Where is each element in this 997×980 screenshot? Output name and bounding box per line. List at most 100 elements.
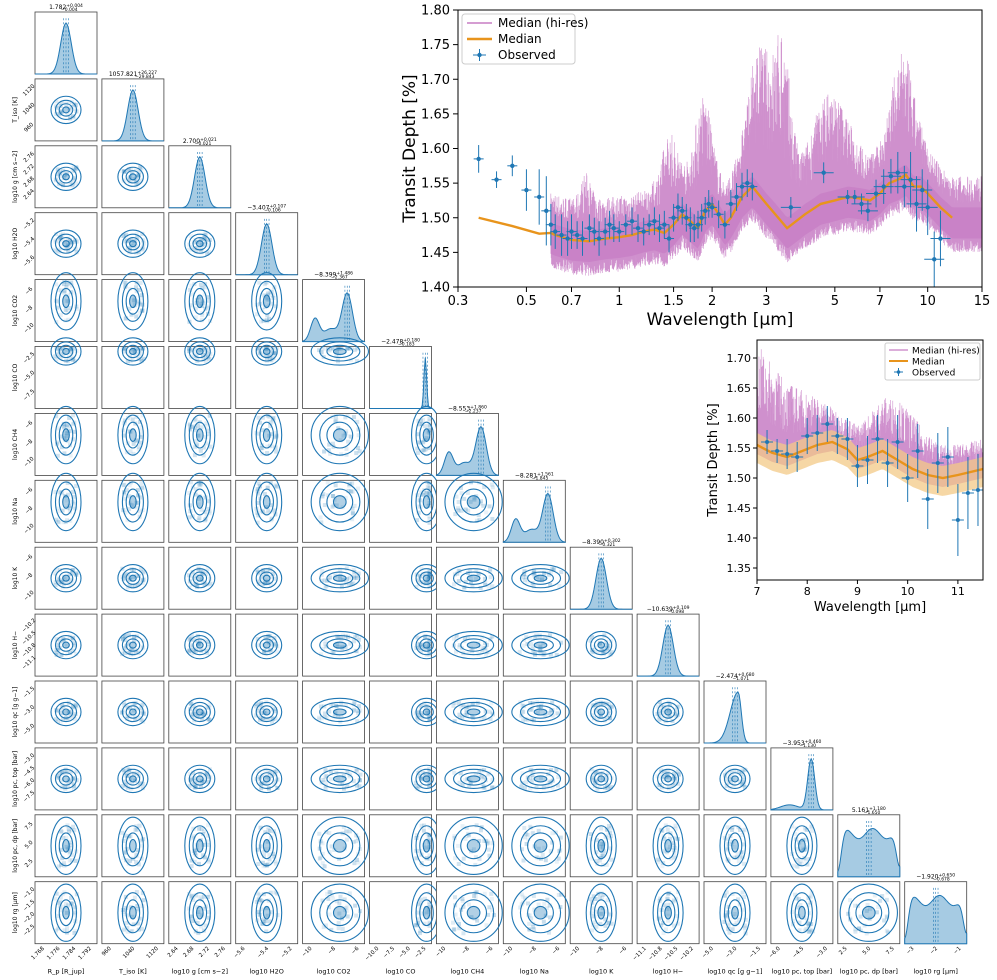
density-cell (416, 578, 421, 583)
density-cell (64, 423, 69, 428)
density-cell (609, 704, 614, 709)
joint-density (319, 566, 361, 590)
density-cell (670, 841, 675, 846)
density-cell (742, 785, 747, 790)
density-cell (74, 703, 79, 708)
marginal-minus: −0.021 (195, 141, 212, 147)
density-cell (122, 433, 127, 438)
density-cell (268, 350, 273, 355)
marginal-panel (235, 212, 299, 276)
joint-contour (262, 775, 271, 783)
joint-contour (319, 635, 361, 656)
density-cell (132, 701, 137, 706)
density-cell (61, 904, 66, 909)
density-cell (457, 780, 462, 785)
density-cell (318, 704, 323, 709)
joint-panel (101, 212, 165, 276)
density-cell (195, 713, 200, 718)
density-cell (555, 783, 560, 788)
density-cell (261, 716, 266, 721)
panel-frame (569, 680, 633, 744)
density-cell (592, 783, 597, 788)
density-cell (484, 510, 489, 515)
density-cell (122, 768, 127, 773)
density-cell (73, 247, 78, 252)
col-tick-label: −3 (906, 946, 916, 956)
joint-panel (435, 546, 503, 610)
density-cell (191, 834, 196, 839)
density-cell (672, 855, 677, 860)
density-cell (519, 892, 524, 897)
density-cell (256, 909, 261, 914)
panel-frame (369, 814, 432, 878)
density-cell (127, 780, 132, 785)
joint-panel (302, 405, 369, 476)
density-cell (58, 173, 63, 178)
density-cell (65, 481, 70, 486)
density-cell (591, 772, 596, 777)
density-cell (56, 287, 61, 292)
density-cell (797, 920, 802, 925)
density-cell (256, 768, 261, 773)
joint-contour (255, 280, 278, 322)
density-cell (796, 913, 801, 918)
density-cell (140, 703, 145, 708)
joint-contour (125, 832, 141, 860)
joint-contour (184, 883, 216, 942)
density-cell (132, 584, 137, 589)
density-cell (187, 515, 192, 520)
joint-contour (58, 571, 74, 585)
density-cell (797, 928, 802, 933)
density-cell (468, 568, 473, 573)
joint-contour (125, 899, 141, 927)
density-cell (427, 580, 432, 585)
density-cell (427, 853, 432, 858)
density-cell (268, 647, 273, 652)
density-cell (192, 782, 197, 787)
observed-marker (865, 208, 871, 214)
joint-contour (723, 892, 747, 934)
density-cell (121, 928, 126, 933)
density-cell (255, 567, 260, 572)
density-cell (354, 913, 359, 918)
density-cell (527, 913, 532, 918)
observed-point (668, 203, 679, 232)
density-cell (199, 577, 204, 582)
density-cell (317, 348, 322, 353)
density-cell (54, 707, 59, 712)
density-cell (256, 862, 261, 867)
density-cell (261, 864, 266, 869)
density-cell (427, 923, 432, 928)
main-ytick-label: 1.50 (421, 211, 450, 226)
density-cell (419, 713, 424, 718)
density-cell (322, 714, 327, 719)
density-cell (130, 356, 135, 361)
density-cell (737, 854, 742, 859)
density-cell (62, 282, 67, 287)
density-cell (328, 451, 333, 456)
density-cell (191, 647, 196, 652)
joint-contour (855, 899, 883, 927)
density-cell (266, 297, 271, 302)
density-cell (69, 858, 74, 863)
joint-contour (50, 95, 82, 125)
density-cell (123, 633, 128, 638)
zoom-ytick-label: 1.55 (727, 442, 752, 455)
row-tick-label: −8 (24, 572, 34, 582)
joint-contour (332, 708, 347, 716)
panel-frame (168, 747, 232, 811)
joint-contour (251, 472, 283, 532)
density-cell (54, 651, 59, 656)
density-cell (200, 572, 205, 577)
density-cell (458, 486, 463, 491)
density-cell (345, 346, 350, 351)
density-cell (66, 829, 71, 834)
density-cell (122, 779, 127, 784)
density-cell (416, 713, 421, 718)
density-cell (187, 573, 192, 578)
joint-contour (58, 638, 74, 652)
joint-contour (664, 838, 672, 853)
density-cell (422, 771, 427, 776)
density-cell (676, 781, 681, 786)
density-cell (126, 774, 131, 779)
